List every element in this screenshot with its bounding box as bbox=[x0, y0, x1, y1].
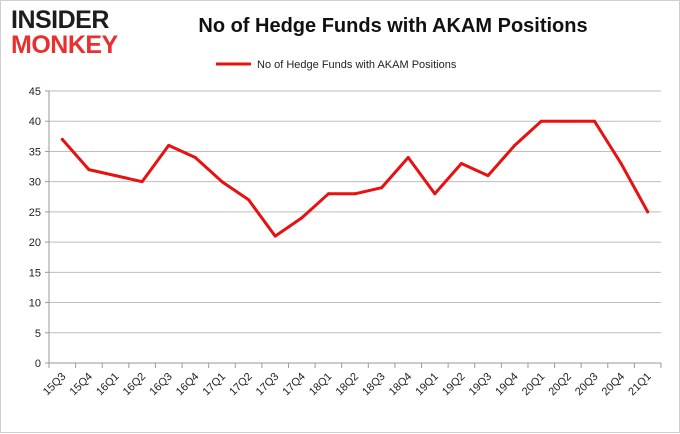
x-tick-label: 18Q3 bbox=[360, 371, 388, 399]
x-tick-label: 18Q4 bbox=[387, 371, 415, 399]
data-point bbox=[380, 186, 384, 190]
x-tick-label: 15Q3 bbox=[41, 371, 69, 399]
series-line bbox=[60, 119, 650, 238]
x-tick-labels: 15Q3 15Q4 16Q1 16Q2 16Q3 16Q4 17Q1 17Q2 17Q3 17Q4… bbox=[41, 371, 654, 399]
x-tick-label: 20Q1 bbox=[520, 371, 548, 399]
data-point bbox=[646, 210, 650, 214]
chart-title: No of Hedge Funds with AKAM Positions bbox=[198, 15, 588, 37]
x-tick-label: 15Q4 bbox=[68, 371, 96, 399]
data-point bbox=[619, 162, 623, 166]
logo-text-insider: INSIDER bbox=[11, 6, 109, 34]
data-point bbox=[433, 192, 437, 196]
data-point bbox=[247, 198, 251, 202]
data-point bbox=[566, 119, 570, 123]
y-tick-label: 45 bbox=[29, 86, 41, 98]
data-point bbox=[140, 180, 144, 184]
y-tick-label: 35 bbox=[29, 146, 41, 158]
data-point bbox=[220, 180, 224, 184]
x-tick-label: 16Q4 bbox=[174, 371, 202, 399]
x-tick-label: 16Q2 bbox=[121, 371, 149, 399]
series-layer bbox=[60, 119, 650, 238]
x-tick-label: 21Q1 bbox=[626, 371, 654, 399]
x-tick-label: 17Q4 bbox=[280, 371, 308, 399]
data-point bbox=[87, 168, 91, 172]
legend: No of Hedge Funds with AKAM Positions bbox=[216, 59, 457, 71]
y-tick-labels: 0 5 10 15 20 25 30 35 40 45 bbox=[29, 86, 41, 370]
data-point bbox=[513, 143, 517, 147]
y-tick-label: 5 bbox=[35, 328, 41, 340]
y-tick-label: 30 bbox=[29, 177, 41, 189]
x-tick-label: 20Q2 bbox=[546, 371, 574, 399]
legend-label: No of Hedge Funds with AKAM Positions bbox=[257, 59, 457, 71]
insider-monkey-logo: INSIDER MONKEY bbox=[11, 6, 129, 59]
data-point bbox=[353, 192, 357, 196]
x-tick-label: 18Q1 bbox=[307, 371, 335, 399]
x-tick-label: 16Q1 bbox=[94, 371, 122, 399]
data-point bbox=[406, 155, 410, 159]
x-tick-label: 17Q3 bbox=[254, 371, 282, 399]
data-point bbox=[486, 174, 490, 178]
data-point bbox=[273, 234, 277, 238]
x-tick-label: 20Q4 bbox=[600, 371, 628, 399]
axes bbox=[45, 90, 662, 368]
y-tick-label: 20 bbox=[29, 237, 41, 249]
data-point bbox=[592, 119, 596, 123]
x-tick-label: 17Q1 bbox=[201, 371, 229, 399]
y-tick-label: 15 bbox=[29, 267, 41, 279]
data-point bbox=[326, 192, 330, 196]
x-tick-label: 19Q1 bbox=[413, 371, 441, 399]
x-tick-label: 19Q4 bbox=[493, 371, 521, 399]
x-tick-label: 17Q2 bbox=[227, 371, 255, 399]
data-point bbox=[539, 119, 543, 123]
data-point bbox=[60, 137, 64, 141]
y-tick-label: 10 bbox=[29, 298, 41, 310]
x-tick-label: 20Q3 bbox=[573, 371, 601, 399]
data-point bbox=[114, 174, 118, 178]
data-point bbox=[193, 155, 197, 159]
x-tick-label: 19Q3 bbox=[467, 371, 495, 399]
logo-text-monkey: MONKEY bbox=[11, 31, 118, 59]
x-tick-label: 18Q2 bbox=[334, 371, 362, 399]
data-point bbox=[300, 216, 304, 220]
data-point bbox=[167, 143, 171, 147]
x-tick-label: 16Q3 bbox=[147, 371, 175, 399]
data-point bbox=[459, 162, 463, 166]
y-tick-label: 0 bbox=[35, 358, 41, 370]
x-tick-label: 19Q2 bbox=[440, 371, 468, 399]
y-tick-label: 40 bbox=[29, 116, 41, 128]
gridlines bbox=[49, 90, 661, 334]
y-tick-label: 25 bbox=[29, 207, 41, 219]
